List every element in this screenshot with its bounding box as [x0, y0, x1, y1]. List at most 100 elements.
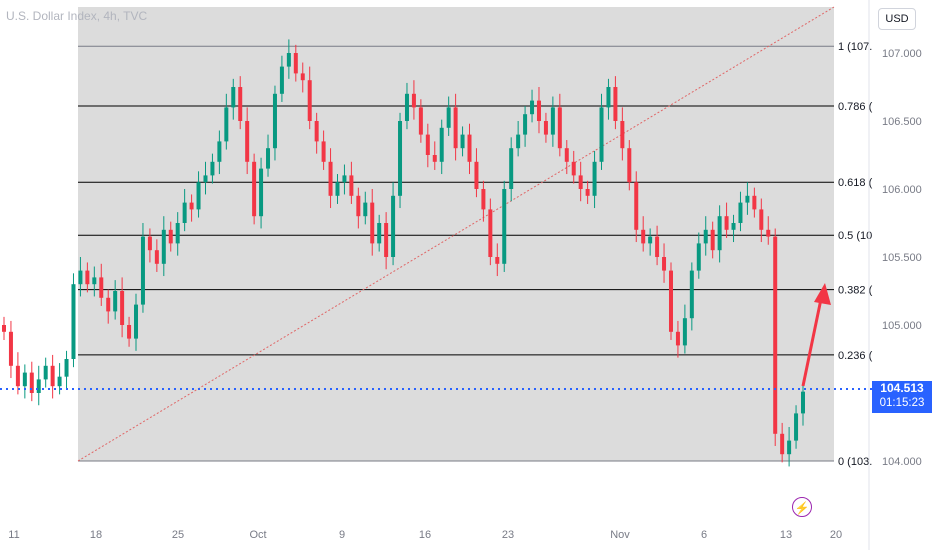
candle-body	[481, 189, 486, 210]
candle-body	[272, 93, 277, 149]
candle-body	[530, 100, 535, 115]
candle-body	[113, 291, 118, 312]
candle-body	[467, 134, 472, 162]
currency-button[interactable]: USD	[878, 8, 916, 30]
candle-body	[293, 53, 298, 74]
candle-body	[634, 182, 639, 230]
candle-body	[578, 175, 583, 189]
candle-body	[71, 284, 76, 359]
candle-body	[15, 365, 20, 387]
candle-body	[745, 195, 750, 203]
candle-body	[662, 257, 667, 271]
candle-body	[99, 277, 104, 298]
candle-body	[675, 331, 680, 346]
candle-body	[238, 87, 243, 121]
candle-body	[425, 134, 430, 155]
candle-body	[620, 121, 625, 149]
symbol-title: U.S. Dollar Index, 4h, TVC	[6, 9, 148, 23]
candle-body	[523, 114, 528, 135]
trend-line	[77, 6, 835, 462]
candle-body	[557, 107, 562, 149]
candle-body	[724, 216, 729, 230]
candle-body	[92, 277, 97, 285]
candle-body	[502, 189, 507, 264]
candle-body	[641, 229, 646, 244]
y-tick-label: 105.000	[882, 320, 922, 332]
candle-body	[43, 365, 48, 380]
candle-body	[710, 229, 715, 251]
candles	[2, 39, 805, 467]
candle-body	[203, 175, 208, 183]
candle-body	[717, 216, 722, 251]
candle-body	[384, 223, 389, 257]
candle-body	[411, 93, 416, 108]
x-tick-label: 9	[339, 529, 345, 541]
candle-body	[398, 121, 403, 196]
candle-body	[279, 66, 284, 94]
candle-body	[231, 87, 236, 108]
bar-countdown: 01:15:23	[879, 397, 925, 409]
candle-body	[307, 80, 312, 121]
y-tick-label: 104.000	[882, 456, 922, 468]
candle-body	[655, 236, 660, 257]
candle-body	[585, 189, 590, 196]
x-tick-label: 25	[172, 529, 184, 541]
candle-body	[64, 359, 69, 377]
candle-body	[175, 223, 180, 244]
candle-body	[550, 107, 555, 135]
candle-body	[509, 148, 514, 189]
x-tick-label: Nov	[610, 529, 630, 541]
fib-label: 0.786 (	[838, 101, 873, 113]
candle-body	[794, 413, 799, 441]
candle-body	[460, 134, 465, 149]
candle-body	[536, 100, 541, 121]
candle-body	[134, 304, 139, 339]
fib-label: 0.5 (10	[838, 230, 872, 242]
candle-body	[627, 148, 632, 183]
last-price: 104.513	[880, 381, 924, 395]
candle-body	[154, 250, 159, 264]
lightning-icon[interactable]: ⚡	[792, 497, 812, 517]
candle-body	[217, 141, 222, 162]
candle-body	[321, 141, 326, 162]
candle-body	[404, 93, 409, 121]
candle-body	[689, 270, 694, 319]
candle-body	[259, 168, 264, 217]
y-tick-label: 106.000	[882, 184, 922, 196]
candle-body	[516, 134, 521, 149]
candle-body	[314, 121, 319, 142]
candle-body	[703, 229, 708, 244]
candle-body	[801, 391, 805, 414]
projection-arrow	[801, 283, 831, 387]
candle-body	[196, 182, 201, 210]
candle-body	[328, 161, 333, 196]
candle-body	[682, 318, 687, 346]
candle-body	[252, 161, 257, 217]
candle-body	[50, 365, 55, 387]
candle-body	[599, 107, 604, 162]
candle-body	[495, 257, 500, 264]
candle-body	[780, 433, 785, 455]
candle-body	[140, 236, 145, 305]
candle-body	[592, 161, 597, 196]
candle-body	[36, 379, 41, 393]
x-tick-label: 18	[90, 529, 102, 541]
candle-body	[668, 270, 673, 332]
candle-body	[8, 331, 13, 366]
candle-body	[127, 325, 132, 339]
candle-body	[57, 376, 62, 387]
x-tick-label: 6	[701, 529, 707, 541]
fib-label: 0.236 (	[838, 350, 873, 362]
candle-body	[349, 175, 354, 196]
candle-body	[759, 209, 764, 230]
candle-body	[342, 175, 347, 183]
candle-body	[29, 372, 34, 393]
candle-body	[245, 121, 250, 162]
x-tick-label: 13	[780, 529, 792, 541]
candle-body	[696, 243, 701, 271]
last-price-tag: 104.513 01:15:23	[872, 381, 932, 413]
candle-body	[391, 195, 396, 257]
candle-body	[189, 202, 194, 210]
candle-body	[300, 73, 305, 81]
